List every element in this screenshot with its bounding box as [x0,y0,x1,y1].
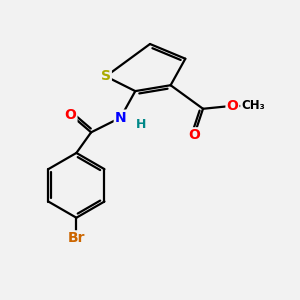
Text: H: H [136,118,146,131]
Text: CH₃: CH₃ [241,99,265,112]
Text: N: N [115,111,126,124]
Text: O: O [188,128,200,142]
Text: Br: Br [68,231,85,245]
Text: O: O [226,99,238,113]
Text: S: S [101,69,111,83]
Text: O: O [64,108,76,122]
